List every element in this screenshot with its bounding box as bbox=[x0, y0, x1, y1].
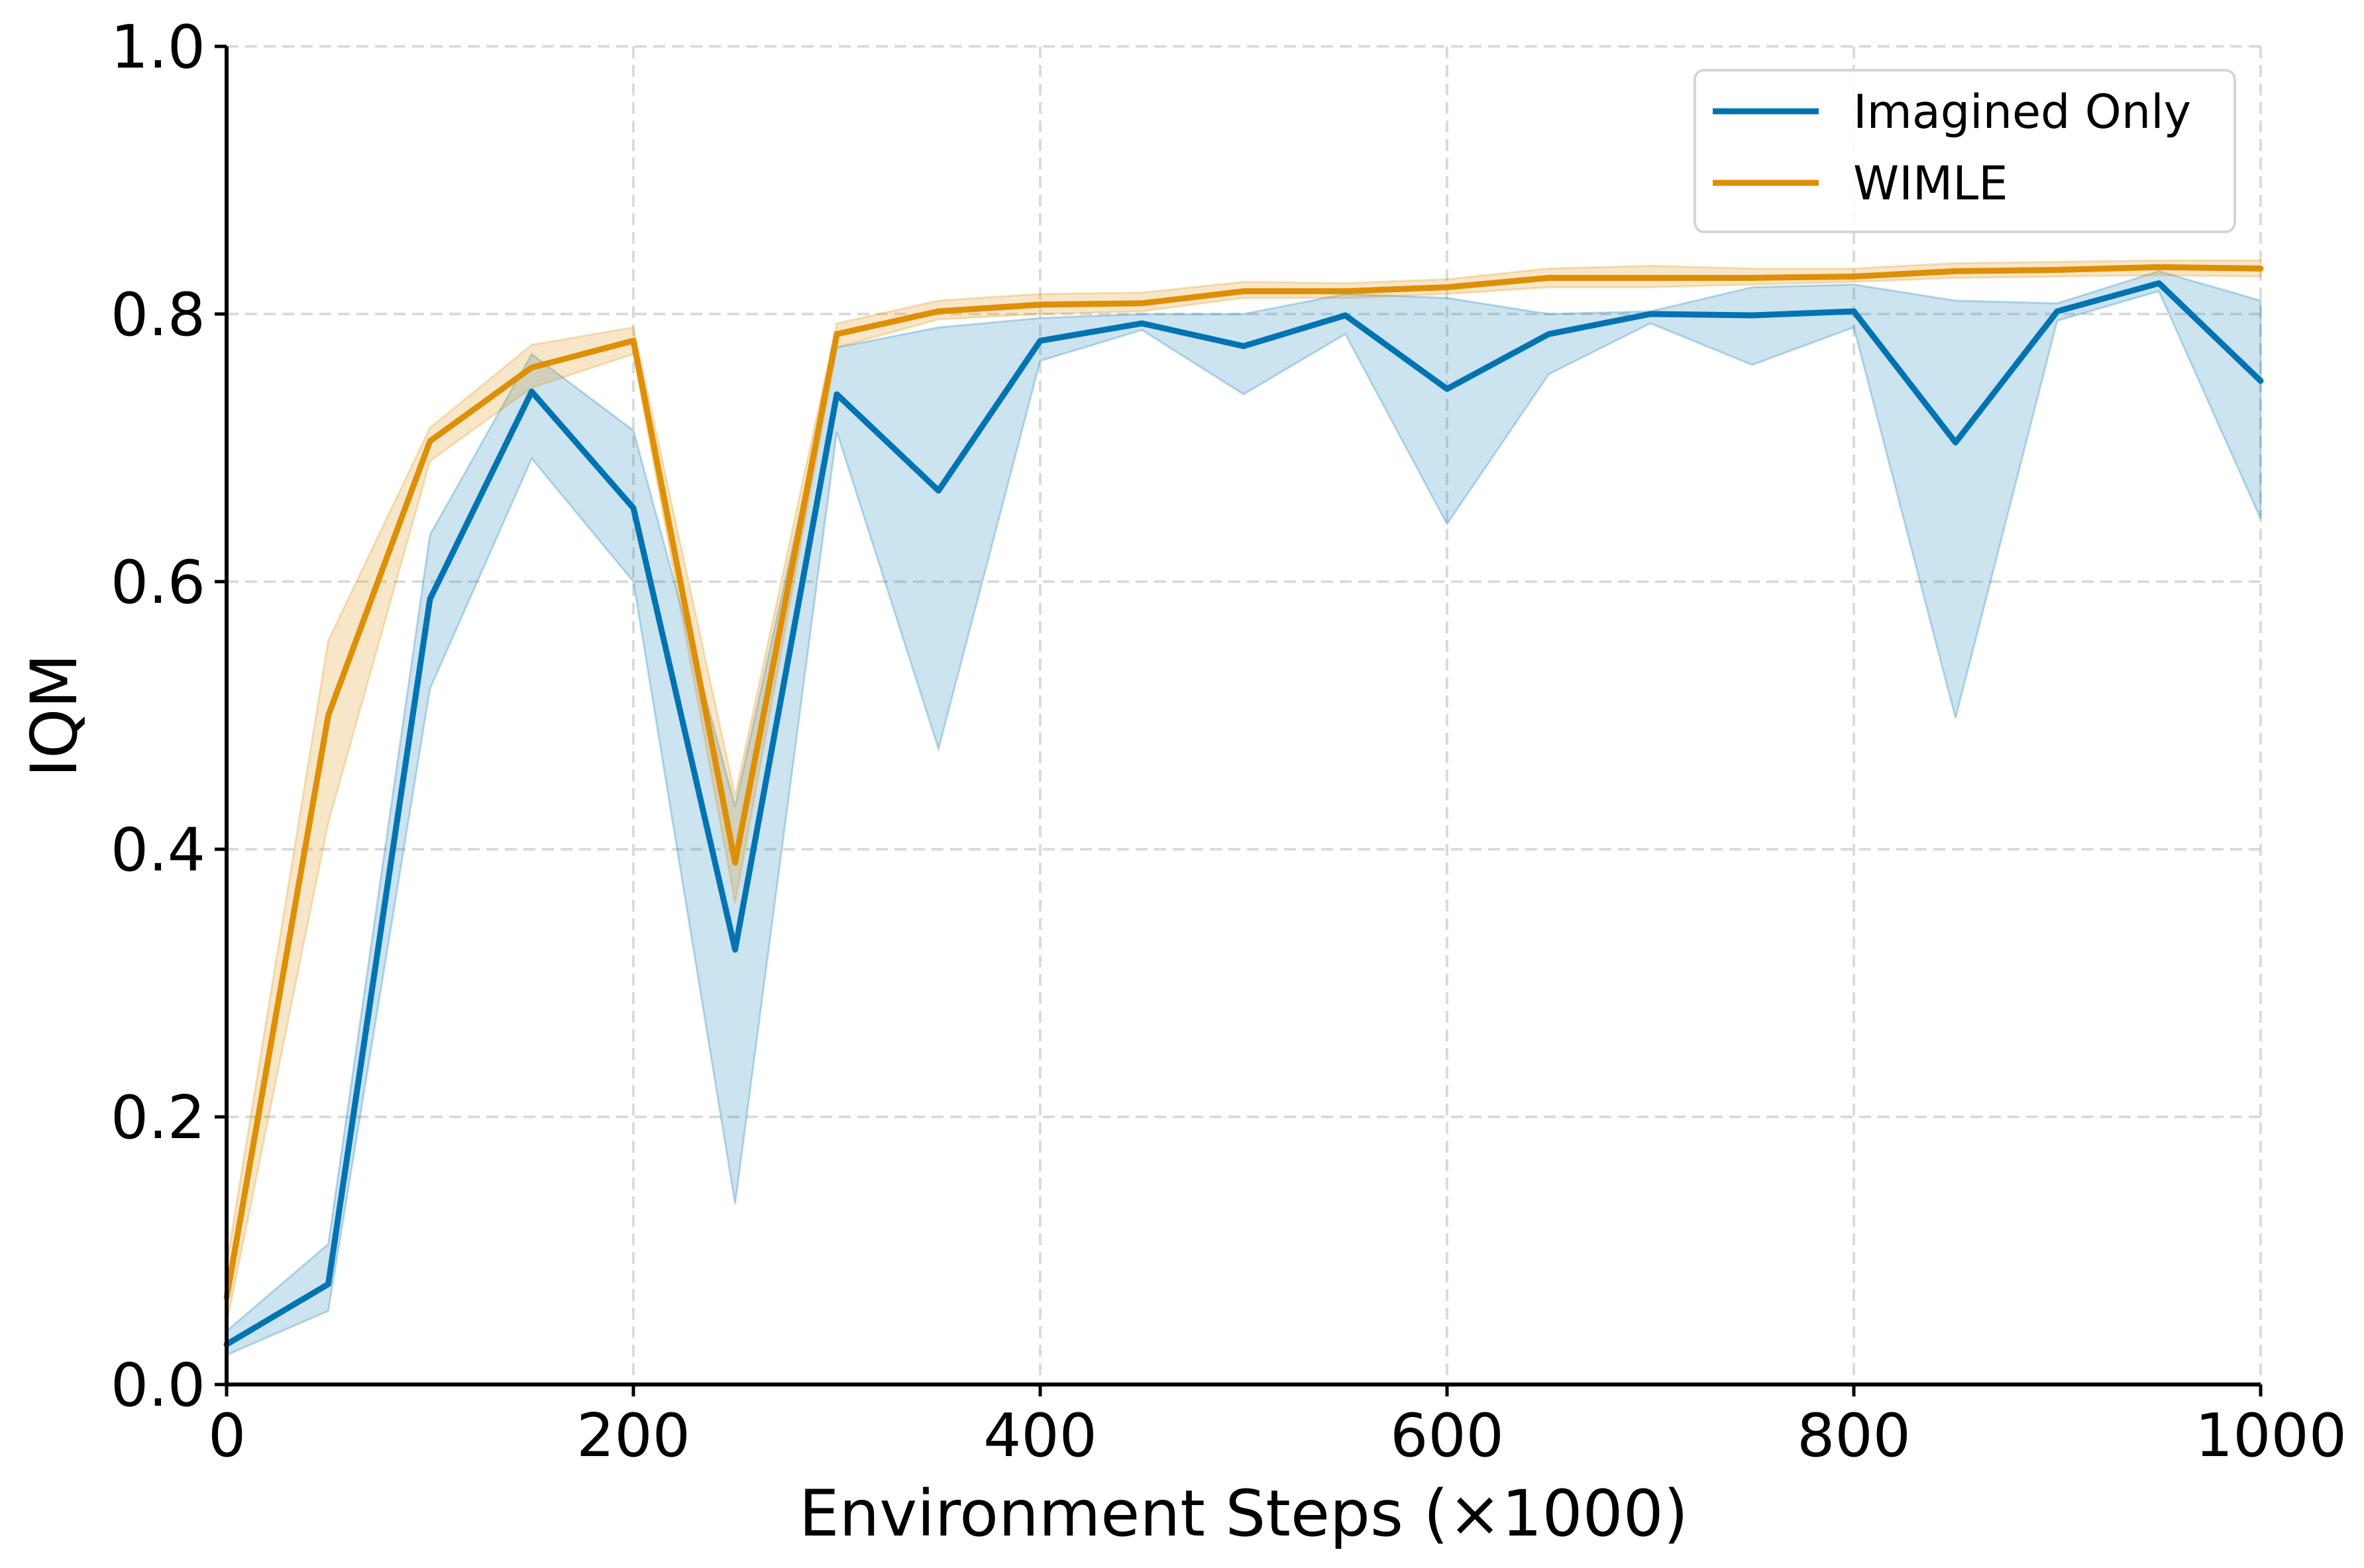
x-tick-label: 400 bbox=[983, 1401, 1097, 1471]
x-tick-label: 600 bbox=[1390, 1401, 1504, 1471]
y-tick-label: 0.2 bbox=[111, 1083, 205, 1153]
y-tick-label: 0.8 bbox=[111, 280, 205, 350]
x-tick-label: 800 bbox=[1797, 1401, 1911, 1471]
x-tick-label: 0 bbox=[208, 1401, 246, 1471]
legend-box bbox=[1693, 69, 2236, 233]
y-tick-label: 0.6 bbox=[111, 548, 205, 617]
y-tick-label: 0.4 bbox=[111, 815, 205, 885]
x-tick-label: 1000 bbox=[2195, 1401, 2347, 1471]
confidence-band-imagined-only bbox=[225, 270, 2262, 1357]
y-tick-label: 0.0 bbox=[111, 1351, 205, 1420]
legend-label-wimle: WIMLE bbox=[1853, 156, 2008, 211]
grid bbox=[227, 45, 2262, 1385]
x-axis-title: Environment Steps (×1000) bbox=[799, 1477, 1688, 1551]
series-line-wimle bbox=[223, 264, 2264, 1301]
y-axis-title: IQM bbox=[17, 654, 91, 778]
legend: Imagined Only WIMLE bbox=[1693, 69, 2236, 233]
axes bbox=[225, 46, 2261, 1386]
series-line-imagined-only bbox=[223, 280, 2264, 1347]
legend-label-imagined-only: Imagined Only bbox=[1853, 85, 2191, 139]
series-lines bbox=[223, 264, 2264, 1347]
ticks: 0 200 400 600 800 1000 0.0 0.2 0.4 0.6 0.8 1.0 bbox=[111, 13, 2347, 1471]
x-tick-label: 200 bbox=[576, 1401, 690, 1471]
y-tick-label: 1.0 bbox=[111, 13, 205, 82]
